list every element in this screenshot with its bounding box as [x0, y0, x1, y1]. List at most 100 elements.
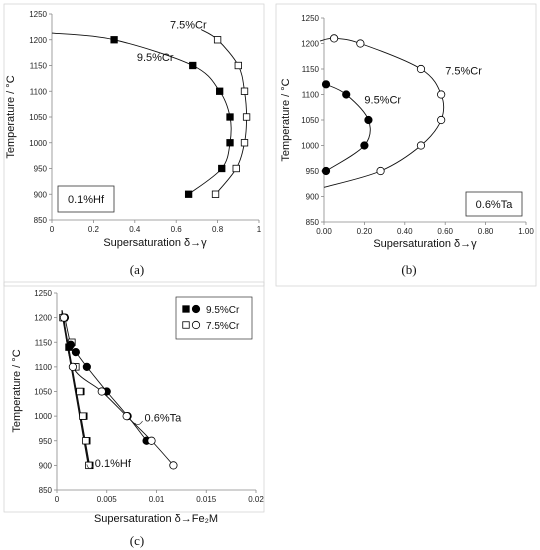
x-tick-label: 0.00	[316, 227, 332, 236]
legend-marker	[191, 304, 201, 314]
x-tick-label: 0	[55, 495, 60, 504]
box-label-frame	[465, 191, 523, 217]
data-point	[76, 387, 84, 396]
data-point	[364, 115, 373, 125]
data-point	[226, 113, 234, 121]
y-tick-label: 850	[39, 486, 53, 495]
x-tick-label: 0.6	[171, 225, 183, 234]
data-point	[169, 461, 178, 470]
data-point	[242, 113, 251, 121]
x-tick-label: 1.00	[518, 227, 534, 236]
y-tick-label: 1200	[29, 36, 47, 45]
panel-c: 0 0.005 0.01 0.015 0.02 850 900 950 1000 1050 1100…	[11, 289, 264, 548]
data-point	[68, 362, 78, 371]
data-point	[213, 36, 222, 44]
box-label-frame	[57, 185, 115, 213]
data-point	[184, 190, 193, 198]
y-tick-label: 1100	[35, 363, 53, 372]
data-point	[85, 461, 93, 470]
x-tick-label: 1	[257, 225, 262, 234]
panel-b-frame	[275, 3, 537, 287]
legend-frame	[175, 296, 253, 340]
y-tick-label: 900	[306, 193, 320, 202]
x-tick-label: 0.40	[397, 227, 413, 236]
panel-a-frame	[3, 3, 265, 287]
y-tick-label: 1250	[301, 14, 319, 23]
y-tick-label: 1000	[29, 139, 47, 148]
annotation-label: 9.5%Cr	[137, 52, 174, 64]
y-tick-label: 1150	[35, 338, 53, 347]
x-tick-label: 0	[50, 225, 55, 234]
annotation-label: 0.6%Ta	[145, 413, 183, 425]
y-tick-label: 1200	[301, 40, 319, 49]
data-point	[360, 141, 369, 150]
series-line	[319, 37, 445, 188]
y-tick-label: 1000	[34, 412, 52, 421]
data-point	[211, 190, 220, 198]
panel-label: (a)	[130, 262, 144, 277]
annotation-label: 7.5%Cr	[445, 66, 482, 78]
data-point	[342, 90, 351, 99]
y-axis-title: Temperature / °C	[11, 349, 23, 432]
x-tick-label: 0.005	[97, 495, 118, 504]
annotation-leader	[134, 420, 143, 425]
data-point	[321, 166, 331, 176]
data-point	[147, 436, 156, 445]
data-point	[376, 166, 385, 176]
data-point	[79, 412, 87, 420]
y-tick-label: 950	[39, 437, 53, 446]
panel-a: 0 0.2 0.4 0.6 0.8 1 850 900 950 1000 1050 1100 1150 1…	[5, 10, 262, 277]
data-point	[356, 39, 365, 48]
panel-b: 0.00 0.20 0.40 0.60 0.80 1.00 850 900 950 1000 105…	[280, 14, 534, 277]
x-tick-label: 0.01	[149, 495, 165, 504]
x-axis-title: Supersaturation δ→γ	[373, 238, 477, 250]
y-tick-label: 900	[39, 461, 53, 470]
data-point	[71, 347, 81, 357]
y-tick-label: 950	[306, 167, 320, 176]
x-tick-label: 0.4	[129, 225, 141, 234]
legend-label: 7.5%Cr	[206, 321, 240, 332]
y-tick-label: 1100	[30, 87, 48, 96]
x-tick-label: 0.2	[88, 225, 100, 234]
data-point	[59, 313, 69, 322]
x-tick-label: 0.60	[437, 227, 453, 236]
legend-marker	[182, 305, 190, 313]
y-tick-label: 1200	[34, 314, 52, 323]
data-point	[416, 141, 426, 150]
y-tick-label: 1050	[301, 116, 319, 125]
annotation-label: 7.5%Cr	[170, 19, 207, 31]
data-point	[329, 34, 339, 43]
data-point	[416, 64, 426, 74]
y-axis-title: Temperature / °C	[5, 75, 17, 158]
legend-marker	[182, 321, 190, 329]
y-tick-label: 1150	[30, 62, 48, 71]
data-point	[234, 61, 242, 70]
x-tick-label: 0.02	[248, 495, 264, 504]
panel-label: (c)	[130, 533, 144, 548]
data-point	[82, 437, 90, 445]
box-label: 0.1%Hf	[68, 194, 105, 206]
data-point	[437, 115, 446, 125]
annotation-label: 9.5%Cr	[364, 95, 401, 107]
data-point	[122, 412, 131, 421]
y-tick-label: 1250	[29, 10, 47, 19]
data-point	[110, 36, 118, 44]
x-axis-title: Supersaturation δ→γ	[103, 237, 207, 249]
data-point	[232, 164, 240, 173]
y-tick-label: 1050	[29, 113, 47, 122]
data-point	[97, 387, 106, 396]
box-label: 0.6%Ta	[476, 199, 514, 211]
x-axis-title: Supersaturation δ→Fe₂M	[94, 513, 218, 525]
legend-label: 9.5%Cr	[206, 305, 240, 316]
data-point	[218, 164, 226, 173]
data-point	[240, 87, 249, 95]
x-tick-label: 0.015	[196, 495, 217, 504]
annotation-leader	[86, 464, 94, 469]
y-tick-label: 950	[34, 165, 48, 174]
data-point	[82, 362, 91, 371]
legend-marker	[191, 320, 201, 330]
data-point	[240, 139, 249, 147]
x-tick-label: 0.8	[212, 225, 224, 234]
y-tick-label: 1250	[34, 289, 52, 298]
